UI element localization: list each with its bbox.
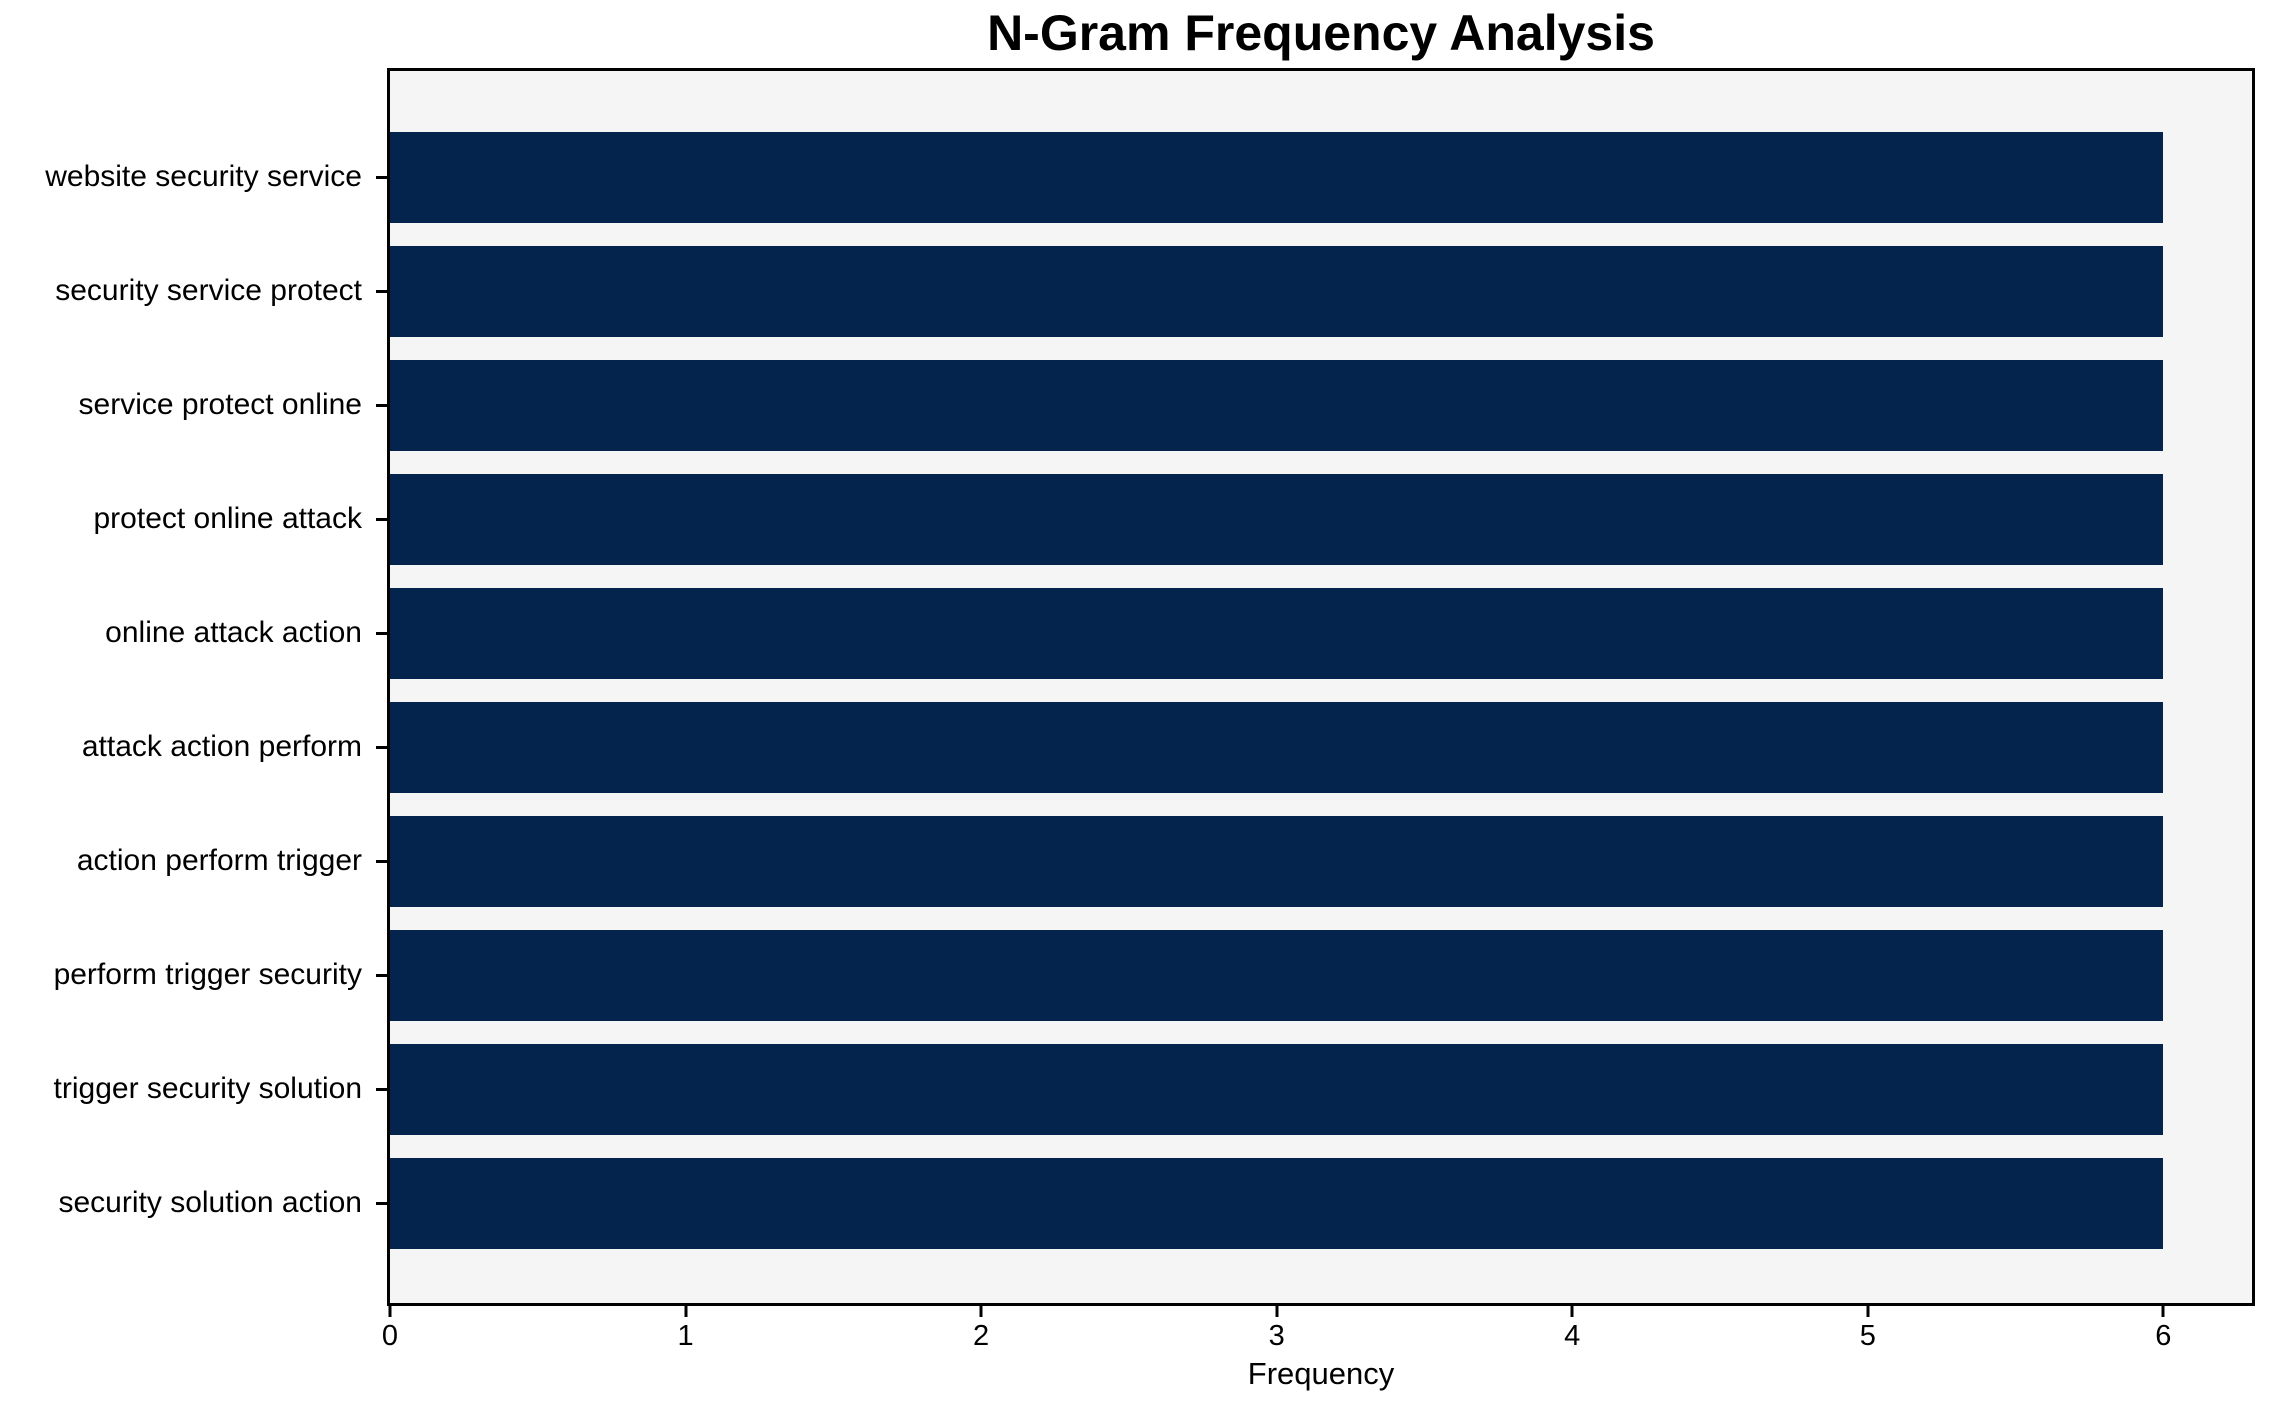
bar — [390, 1157, 2164, 1249]
y-tick-label: website security service — [45, 160, 362, 193]
x-tick-mark — [1866, 1306, 1870, 1317]
x-tick-label: 3 — [1268, 1320, 1285, 1352]
bar — [390, 245, 2164, 337]
x-tick-label: 6 — [2155, 1320, 2172, 1352]
x-tick-mark — [2161, 1306, 2165, 1317]
x-tick-label: 0 — [381, 1320, 399, 1352]
x-tick-label: 2 — [973, 1320, 990, 1352]
y-tick-label: security solution action — [58, 1186, 363, 1219]
x-tick-label: 1 — [677, 1320, 694, 1352]
y-tick-mark — [376, 403, 387, 407]
y-tick-mark — [376, 745, 387, 749]
y-tick-label: online attack action — [105, 616, 362, 649]
y-tick-mark — [376, 1087, 387, 1091]
x-tick-mark — [979, 1306, 983, 1317]
y-tick-label: security service protect — [55, 274, 362, 307]
x-axis-title: Frequency — [1247, 1356, 1395, 1391]
y-tick-label: trigger security solution — [53, 1072, 362, 1105]
y-tick-mark — [376, 631, 387, 635]
bar — [390, 587, 2164, 679]
x-tick-mark — [684, 1306, 688, 1317]
bar — [390, 359, 2164, 451]
y-tick-label: perform trigger security — [53, 958, 362, 991]
chart-title: N-Gram Frequency Analysis — [987, 5, 1655, 61]
bar — [390, 473, 2164, 565]
y-tick-mark — [376, 973, 387, 977]
y-tick-label: protect online attack — [93, 502, 363, 535]
bar — [390, 131, 2164, 223]
y-tick-mark — [376, 1201, 387, 1205]
bar — [390, 1043, 2164, 1135]
x-tick-label: 4 — [1564, 1320, 1581, 1352]
x-tick-label: 5 — [1859, 1320, 1876, 1352]
y-tick-mark — [376, 289, 387, 293]
bar — [390, 701, 2164, 793]
x-tick-mark — [1275, 1306, 1279, 1317]
x-tick-mark — [388, 1306, 392, 1317]
bar — [390, 929, 2164, 1021]
y-tick-label: service protect online — [78, 388, 362, 421]
y-tick-mark — [376, 517, 387, 521]
y-tick-mark — [376, 859, 387, 863]
bar — [390, 815, 2164, 907]
x-tick-mark — [1570, 1306, 1574, 1317]
plot-area — [387, 68, 2255, 1306]
y-axis-labels: website security service security service… — [0, 71, 370, 1303]
bars-layer — [390, 71, 2252, 1303]
x-axis: 0 1 2 3 4 5 6 — [382, 1306, 2252, 1376]
y-tick-label: attack action perform — [81, 730, 362, 763]
y-tick-mark — [376, 175, 387, 179]
y-tick-label: action perform trigger — [76, 844, 362, 877]
